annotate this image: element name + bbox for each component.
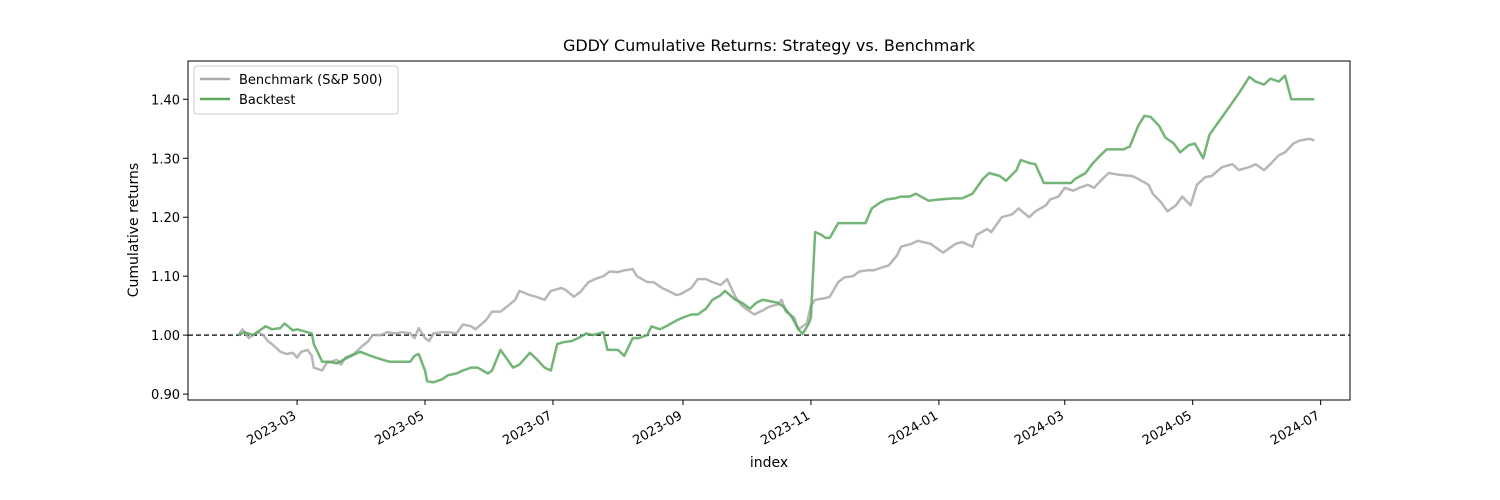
y-tick-label: 1.00 [151, 329, 180, 344]
x-tick-label: 2024-01 [886, 408, 941, 448]
x-tick-label: 2024-07 [1268, 408, 1323, 448]
x-tick-label: 2023-05 [372, 408, 427, 448]
y-tick-label: 1.40 [151, 93, 180, 108]
x-tick-label: 2023-07 [500, 408, 555, 448]
plot-frame [187, 60, 1351, 401]
backtest-line [237, 74, 1315, 384]
legend: Benchmark (S&P 500) Backtest [193, 65, 399, 115]
benchmark-line [237, 137, 1315, 372]
y-tick-label: 1.20 [151, 211, 180, 226]
plot-area [188, 61, 1350, 400]
y-tick-label: 0.90 [151, 388, 180, 403]
chart-title: GDDY Cumulative Returns: Strategy vs. Be… [563, 36, 976, 55]
x-tick-label: 2023-03 [245, 408, 300, 448]
x-tick-label: 2023-11 [758, 408, 813, 448]
legend-label-backtest: Backtest [239, 93, 296, 108]
y-tick-label: 1.30 [151, 152, 180, 167]
legend-label-benchmark: Benchmark (S&P 500) [239, 73, 383, 88]
x-tick-label: 2024-03 [1012, 408, 1067, 448]
y-tick-label: 1.10 [151, 270, 180, 285]
x-axis-label: index [750, 455, 788, 471]
x-tick-label: 2024-05 [1140, 408, 1195, 448]
x-tick-label: 2023-09 [630, 408, 685, 448]
legend-box [193, 65, 399, 115]
y-axis-label: Cumulative returns [126, 163, 142, 297]
